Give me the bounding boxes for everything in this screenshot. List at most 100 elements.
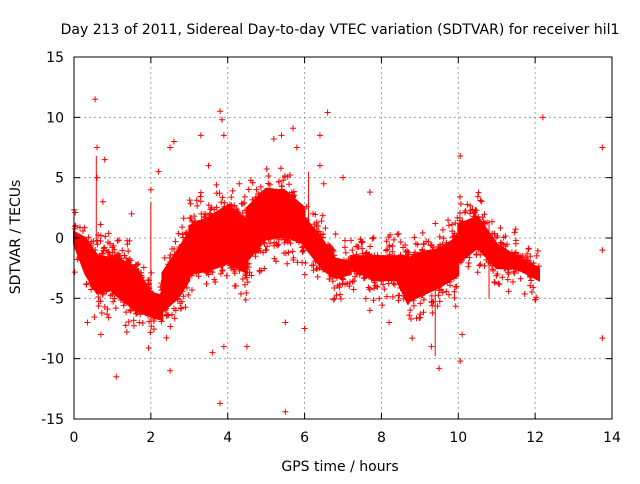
outlier-point bbox=[136, 319, 143, 326]
data-point bbox=[370, 297, 377, 304]
data-point bbox=[117, 297, 124, 304]
data-point bbox=[275, 236, 282, 243]
data-point bbox=[440, 235, 447, 242]
data-point bbox=[534, 247, 541, 254]
y-tick-label: 5 bbox=[55, 171, 64, 187]
data-point bbox=[445, 291, 452, 298]
data-point bbox=[457, 201, 464, 208]
data-point bbox=[527, 282, 534, 289]
data-point bbox=[436, 298, 443, 305]
data-point bbox=[457, 193, 464, 200]
data-point bbox=[239, 210, 246, 217]
data-point bbox=[174, 296, 181, 303]
data-point bbox=[257, 248, 264, 255]
data-point bbox=[123, 329, 130, 336]
data-point bbox=[212, 278, 219, 285]
data-point bbox=[110, 298, 117, 305]
data-point bbox=[436, 287, 443, 294]
data-points bbox=[71, 96, 606, 415]
data-point bbox=[231, 266, 238, 273]
data-point bbox=[480, 218, 487, 225]
y-tick-label: 0 bbox=[55, 231, 64, 247]
data-point bbox=[71, 269, 78, 276]
data-point bbox=[346, 283, 353, 290]
data-point bbox=[125, 318, 132, 325]
data-point bbox=[456, 214, 463, 221]
data-point bbox=[310, 210, 317, 217]
data-point bbox=[360, 275, 367, 282]
data-point bbox=[511, 270, 518, 277]
data-point bbox=[487, 260, 494, 267]
data-point bbox=[494, 271, 501, 278]
data-point bbox=[319, 266, 326, 273]
data-point bbox=[158, 280, 165, 287]
data-point bbox=[244, 279, 251, 286]
data-point bbox=[246, 269, 253, 276]
data-point bbox=[514, 253, 521, 260]
data-point bbox=[340, 257, 347, 264]
data-point bbox=[478, 198, 485, 205]
data-point bbox=[249, 196, 256, 203]
outlier-point bbox=[320, 180, 327, 187]
data-point bbox=[341, 244, 348, 251]
data-point bbox=[266, 181, 273, 188]
data-point bbox=[286, 235, 293, 242]
data-point bbox=[396, 292, 403, 299]
data-point bbox=[177, 305, 184, 312]
data-point bbox=[354, 243, 361, 250]
data-point bbox=[374, 283, 381, 290]
data-point bbox=[417, 311, 424, 318]
data-point bbox=[241, 199, 248, 206]
data-point bbox=[347, 279, 354, 286]
data-point bbox=[334, 282, 341, 289]
outlier-point bbox=[94, 174, 101, 181]
data-point bbox=[284, 260, 291, 267]
data-point bbox=[530, 260, 537, 267]
data-point bbox=[193, 197, 200, 204]
outlier-point bbox=[457, 152, 464, 159]
data-point bbox=[281, 239, 288, 246]
data-point bbox=[517, 275, 524, 282]
data-point bbox=[105, 314, 112, 321]
outlier-point bbox=[409, 335, 416, 342]
outlier-point bbox=[539, 114, 546, 121]
data-point bbox=[267, 240, 274, 247]
data-point bbox=[457, 259, 464, 266]
data-point bbox=[197, 198, 204, 205]
outlier-point bbox=[217, 108, 224, 115]
data-point bbox=[180, 234, 187, 241]
y-tick-label: -15 bbox=[41, 412, 64, 428]
data-point bbox=[236, 267, 243, 274]
data-point bbox=[239, 275, 246, 282]
outlier-point bbox=[220, 343, 227, 350]
data-point bbox=[158, 287, 165, 294]
outlier-point bbox=[236, 180, 243, 187]
data-point bbox=[428, 299, 435, 306]
data-point bbox=[474, 269, 481, 276]
data-point bbox=[444, 279, 451, 286]
data-point bbox=[450, 233, 457, 240]
data-point bbox=[278, 235, 285, 242]
data-point bbox=[114, 237, 121, 244]
data-point bbox=[263, 165, 270, 172]
data-point bbox=[410, 302, 417, 309]
data-point bbox=[290, 254, 297, 261]
data-point bbox=[353, 251, 360, 258]
y-tick-label: 10 bbox=[46, 110, 64, 126]
data-point bbox=[165, 261, 172, 268]
data-point bbox=[281, 236, 288, 243]
outlier-point bbox=[94, 144, 101, 151]
data-point bbox=[176, 244, 183, 251]
data-point bbox=[145, 277, 152, 284]
x-tick-label: 8 bbox=[377, 430, 386, 446]
data-point bbox=[452, 303, 459, 310]
data-point bbox=[167, 323, 174, 330]
outlier-point bbox=[220, 132, 227, 139]
data-point bbox=[511, 250, 518, 257]
data-point bbox=[528, 288, 535, 295]
data-point bbox=[148, 323, 155, 330]
data-point bbox=[191, 219, 198, 226]
data-point bbox=[98, 309, 105, 316]
data-point bbox=[362, 295, 369, 302]
data-point bbox=[489, 230, 496, 237]
